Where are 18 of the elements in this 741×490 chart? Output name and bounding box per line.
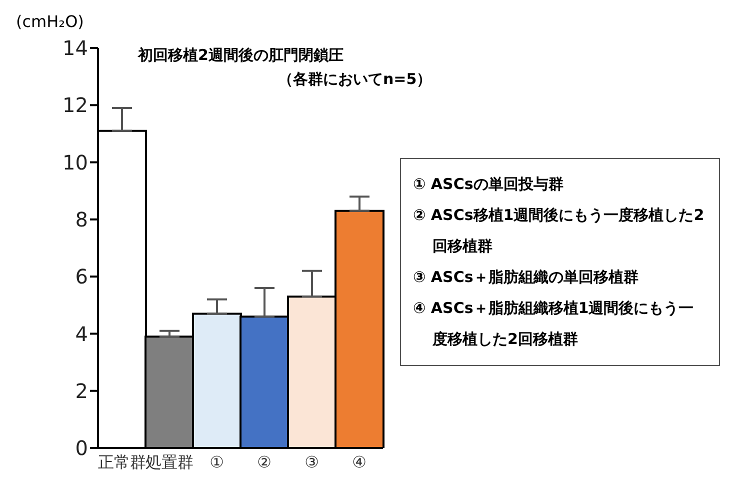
x-tick-label: ② [257,452,272,472]
y-tick-label: 2 [75,378,88,403]
chart-title: 初回移植2週間後の肛門閉鎖圧 [138,46,344,65]
x-tick-label: 正常群 [98,452,146,472]
y-tick-label: 4 [75,322,88,346]
y-tick-label: 10 [62,150,88,174]
y-tick-label: 0 [75,436,88,460]
y-tick-label: 6 [75,264,88,289]
x-tick-label: ③ [304,452,319,472]
y-axis-title: (cmH₂O) [16,12,84,31]
y-tick-label: 12 [62,93,88,118]
key-box: ① ASCsの単回投与群 ② ASCs移植1週間後にもう一度移植した2回移植群 ③ ASCs＋脂肪組織の単回移植群 ④ ASCs＋脂肪組織移植1週間後にもう一度移植した2回移植群 [400,158,720,366]
y-tick-label: 14 [62,36,88,60]
x-tick-label: 処置群 [145,452,194,472]
y-tick-label: 8 [75,208,88,232]
x-tick-label: ④ [352,452,366,472]
x-tick-label: ① [210,452,224,472]
text: （各群においてn=5） [278,70,432,89]
